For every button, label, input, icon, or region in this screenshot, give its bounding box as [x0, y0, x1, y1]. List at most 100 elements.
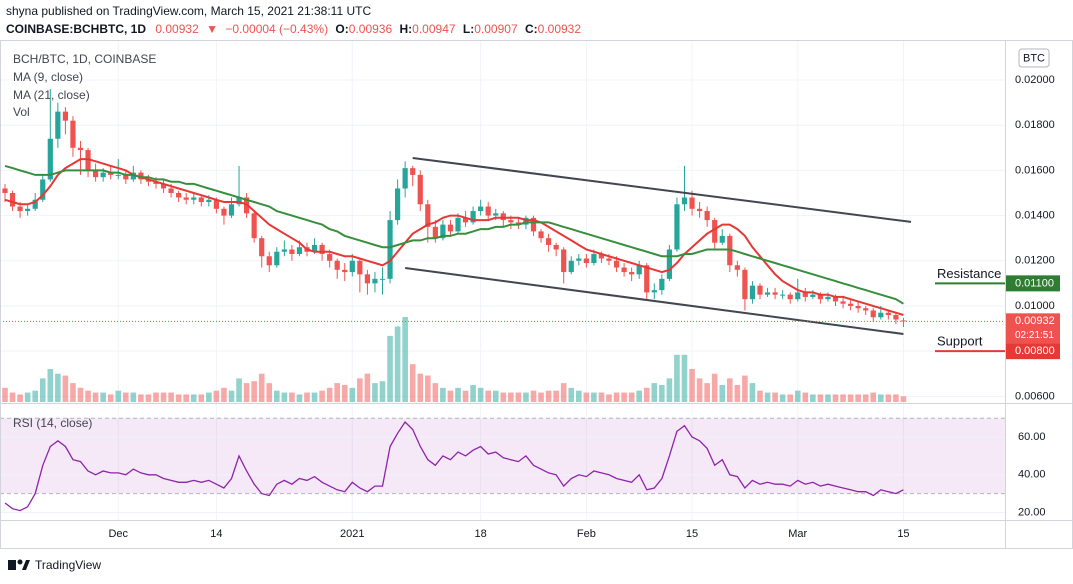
- candle-body: [40, 179, 46, 200]
- volume-bar: [862, 394, 869, 402]
- volume-bar: [885, 394, 892, 402]
- volume-bar: [794, 390, 801, 402]
- x-tick-label: Feb: [577, 528, 596, 540]
- volume-bar: [674, 354, 680, 402]
- candle-body: [848, 303, 854, 306]
- volume-bar: [440, 387, 446, 402]
- legend-entry: MA (9, close): [13, 70, 83, 84]
- volume-bar: [628, 392, 635, 402]
- x-tick-label: 15: [686, 528, 698, 540]
- volume-bar: [17, 394, 23, 402]
- volume-bar: [349, 387, 356, 402]
- candle-body: [576, 258, 582, 261]
- last-price: 0.00932: [155, 22, 199, 36]
- x-tick-label: Mar: [788, 528, 807, 540]
- y-tick-label: 0.00600: [1015, 390, 1055, 402]
- candle-body: [810, 294, 816, 297]
- volume-bar: [832, 394, 839, 402]
- candle-body: [885, 312, 891, 316]
- candle-body: [697, 208, 703, 212]
- volume-bar: [500, 392, 507, 402]
- volume-bar: [825, 394, 831, 402]
- candle-body: [719, 235, 725, 243]
- candle-body: [62, 111, 68, 121]
- candle-body: [274, 251, 280, 266]
- volume-bar: [530, 390, 537, 402]
- volume-bar: [802, 392, 809, 402]
- candle-body: [342, 269, 348, 273]
- candle-body: [168, 188, 174, 193]
- volume-bar: [47, 368, 54, 402]
- candle-body: [221, 208, 227, 216]
- candle-body: [198, 197, 204, 203]
- published-line: shyna published on TradingView.com, Marc…: [6, 4, 371, 18]
- volume-bar: [123, 392, 129, 402]
- candle-body: [251, 213, 257, 239]
- candle-body: [689, 197, 695, 209]
- volume-bar: [100, 392, 106, 402]
- volume-bar: [221, 387, 227, 402]
- candle-body: [281, 249, 287, 252]
- candle-body: [795, 292, 801, 300]
- candle-body: [757, 285, 763, 295]
- volume-bar: [432, 383, 439, 402]
- symbol-line: COINBASE:BCHBTC, 1D 0.00932 ▼ −0.00004 (…: [6, 22, 581, 36]
- candle-body: [349, 260, 355, 273]
- candle-body: [802, 292, 808, 297]
- volume-bar: [742, 375, 748, 402]
- candle-body: [379, 278, 386, 280]
- volume-bar: [70, 383, 76, 402]
- candle-body: [470, 211, 476, 223]
- volume-bar: [847, 394, 854, 402]
- candle-body: [546, 238, 552, 245]
- candle-body: [289, 249, 295, 254]
- volume-bar: [855, 394, 861, 402]
- rsi-band: [0, 418, 1005, 494]
- candle-body: [138, 172, 144, 180]
- volume-bar: [32, 390, 38, 402]
- volume-bar: [651, 383, 658, 402]
- level-box: [1006, 275, 1060, 292]
- volume-bar: [394, 326, 401, 402]
- volume-bar: [326, 387, 333, 402]
- ohlc-value: 0.00947: [412, 22, 456, 36]
- volume-bar: [870, 392, 877, 402]
- last-price-label: 0.00932: [1015, 315, 1055, 327]
- volume-bar: [387, 335, 393, 402]
- volume-bar: [719, 385, 726, 402]
- candle-body: [266, 256, 272, 266]
- candle-body: [621, 267, 627, 273]
- volume-bar: [681, 354, 688, 402]
- volume-bar: [130, 392, 137, 402]
- volume-bar: [810, 394, 816, 402]
- candle-body: [236, 197, 242, 205]
- x-tick-label: 14: [210, 528, 222, 540]
- countdown: 02:21:51: [1015, 330, 1054, 341]
- candle-body: [206, 199, 212, 203]
- volume-bar: [643, 387, 650, 402]
- candle-body: [2, 188, 8, 193]
- volume-bar: [470, 385, 476, 402]
- currency-button-label[interactable]: BTC: [1023, 52, 1045, 64]
- volume-bar: [236, 378, 242, 402]
- candle-body: [878, 312, 884, 318]
- volume-bar: [757, 390, 763, 402]
- candle-body: [500, 213, 506, 221]
- candle-body: [55, 111, 61, 139]
- volume-bar: [583, 392, 590, 402]
- candle-body: [478, 206, 484, 212]
- volume-bar: [138, 394, 144, 402]
- ohlc-label: O:: [335, 22, 348, 36]
- currency-button[interactable]: [1018, 48, 1050, 68]
- volume-bar: [606, 394, 612, 402]
- rsi-line: [4, 420, 904, 512]
- volume-bar: [598, 392, 605, 402]
- candle-body: [176, 192, 182, 198]
- candle-body: [115, 174, 121, 176]
- volume-bar: [878, 394, 884, 402]
- candle-body: [523, 217, 529, 225]
- volume-bar: [545, 390, 552, 402]
- y-tick-label: 0.01200: [1015, 255, 1055, 267]
- candle-body: [17, 206, 23, 212]
- volume-bar: [764, 392, 771, 402]
